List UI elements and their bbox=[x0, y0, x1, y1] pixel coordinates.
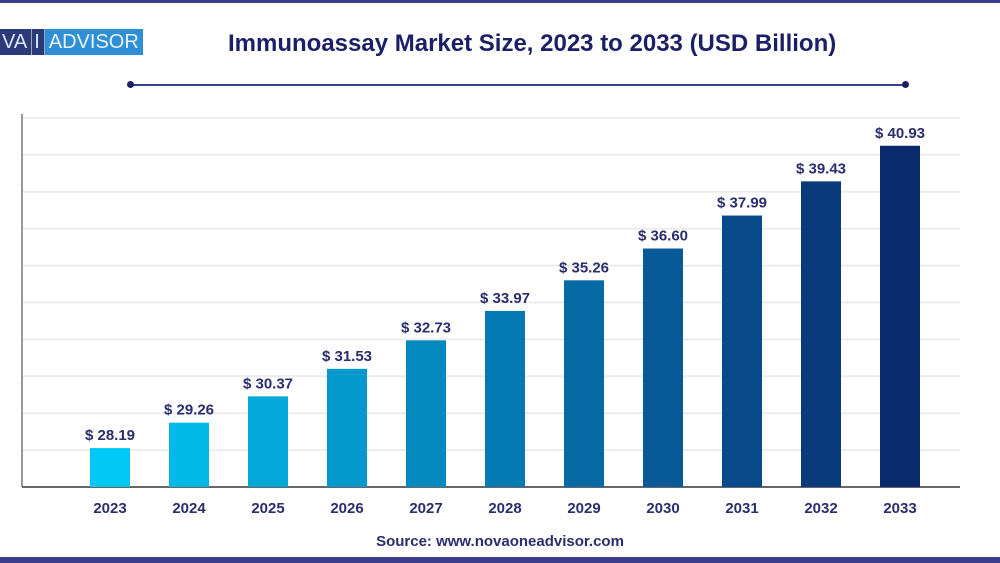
bar-2032 bbox=[801, 181, 841, 488]
x-tick-label: 2023 bbox=[93, 500, 126, 517]
bar-2033 bbox=[880, 145, 920, 488]
logo-part: VA bbox=[0, 29, 32, 55]
bar-2031 bbox=[722, 215, 762, 487]
data-label: $ 37.99 bbox=[717, 195, 767, 212]
x-tick-label: 2027 bbox=[409, 500, 442, 517]
data-label: $ 40.93 bbox=[875, 125, 925, 142]
data-label: $ 30.37 bbox=[243, 375, 293, 392]
source-note: Source: www.novaoneadvisor.com bbox=[376, 533, 624, 550]
data-label: $ 29.26 bbox=[164, 402, 214, 419]
bar-2028 bbox=[485, 310, 525, 487]
bar-2025 bbox=[248, 396, 288, 487]
top-border bbox=[0, 0, 1000, 3]
bar-2024 bbox=[169, 422, 209, 487]
data-label: $ 36.60 bbox=[638, 228, 688, 245]
x-tick-label: 2032 bbox=[804, 500, 837, 517]
rule-dot bbox=[902, 81, 909, 88]
data-label: $ 35.26 bbox=[559, 259, 609, 276]
bar-2029 bbox=[564, 280, 604, 487]
data-label: $ 31.53 bbox=[322, 348, 372, 365]
x-tick-label: 2031 bbox=[725, 500, 758, 517]
data-label: $ 28.19 bbox=[85, 427, 135, 444]
bar-2027 bbox=[406, 340, 446, 487]
data-label: $ 39.43 bbox=[796, 160, 846, 177]
logo-part: I bbox=[31, 29, 45, 55]
bar-2030 bbox=[643, 248, 683, 487]
x-tick-label: 2030 bbox=[646, 500, 679, 517]
logo: VA I ADVISOR bbox=[0, 29, 143, 55]
bar-2023 bbox=[90, 448, 130, 487]
title-rule bbox=[130, 84, 906, 86]
logo-part: ADVISOR bbox=[44, 29, 143, 55]
x-tick-label: 2025 bbox=[251, 500, 284, 517]
x-tick-label: 2028 bbox=[488, 500, 521, 517]
x-tick-label: 2033 bbox=[883, 500, 916, 517]
chart-title: Immunoassay Market Size, 2023 to 2033 (U… bbox=[228, 30, 837, 57]
x-tick-label: 2029 bbox=[567, 500, 600, 517]
x-tick-label: 2026 bbox=[330, 500, 363, 517]
data-label: $ 32.73 bbox=[401, 319, 451, 336]
x-tick-label: 2024 bbox=[172, 500, 206, 517]
bottom-border bbox=[0, 557, 1000, 563]
bar-2026 bbox=[327, 368, 367, 487]
rule-dot bbox=[127, 81, 134, 88]
data-label: $ 33.97 bbox=[480, 290, 530, 307]
